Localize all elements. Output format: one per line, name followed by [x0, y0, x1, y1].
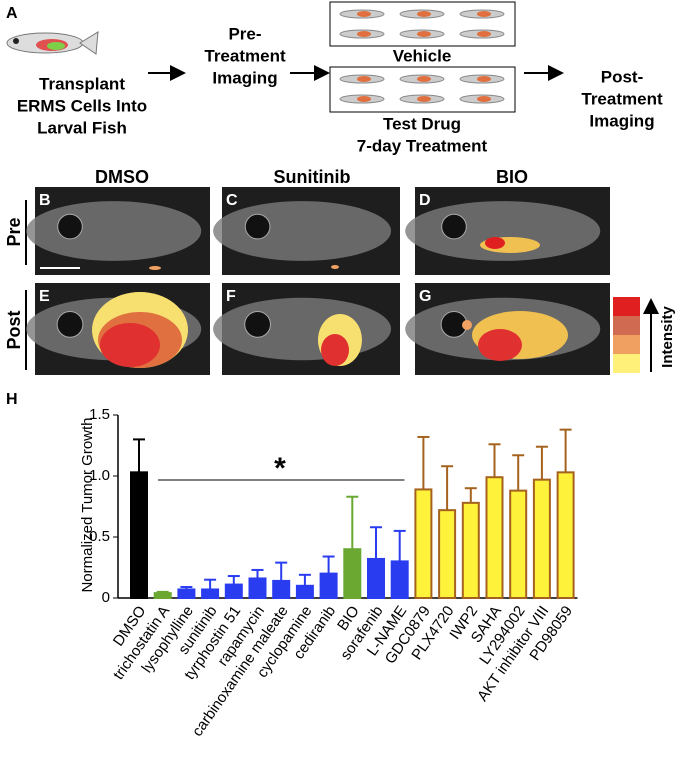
bar — [556, 471, 575, 599]
mini-tumor — [357, 96, 371, 102]
column-header: Sunitinib — [274, 167, 351, 187]
mini-fish — [339, 9, 505, 104]
tumor — [321, 334, 349, 366]
panel-label: B — [39, 192, 51, 209]
bar — [224, 583, 243, 600]
legend-label: Intensity — [659, 306, 676, 368]
mini-tumor — [417, 31, 431, 37]
step-text: Pre- — [228, 24, 261, 43]
y-tick-label: 1.5 — [89, 406, 110, 423]
tumor — [485, 237, 505, 249]
panel-label: H — [6, 391, 18, 408]
tumor — [331, 265, 339, 269]
fish-eye — [56, 311, 84, 338]
bar — [461, 501, 480, 599]
bar — [319, 572, 338, 599]
mini-tumor — [477, 11, 491, 17]
column-header: DMSO — [95, 167, 149, 187]
mini-tumor — [357, 31, 371, 37]
panel-label: A — [6, 5, 18, 22]
bar — [438, 509, 457, 599]
bar — [130, 471, 148, 599]
mini-tumor — [417, 76, 431, 82]
panel-label: C — [226, 192, 238, 209]
bar — [272, 579, 291, 599]
mini-tumor — [357, 76, 371, 82]
mini-tumor — [477, 76, 491, 82]
bar — [153, 592, 172, 599]
tumor — [462, 320, 472, 330]
y-tick-label: 0 — [102, 589, 110, 606]
row-label: Post — [4, 310, 24, 349]
step-text: 7-day Treatment — [357, 136, 488, 155]
fish-icon — [6, 31, 99, 55]
bar — [343, 548, 362, 600]
vehicle-box — [329, 1, 516, 47]
bar — [201, 588, 220, 600]
fish-body — [213, 297, 392, 361]
bar — [390, 560, 409, 600]
mini-tumor — [357, 11, 371, 17]
step-text: Treatment — [581, 89, 663, 108]
step-text: Imaging — [589, 111, 654, 130]
panel-label: E — [39, 288, 50, 305]
fish-eye — [441, 213, 467, 240]
panel-label: G — [419, 288, 431, 305]
step-text: Imaging — [212, 68, 277, 87]
step-text: Larval Fish — [37, 118, 127, 137]
drug-box — [329, 66, 516, 113]
step-text: ERMS Cells Into — [17, 96, 147, 115]
fish-body — [26, 201, 202, 261]
y-tick-label: 0.5 — [89, 528, 110, 545]
bar — [177, 588, 196, 600]
bar — [509, 489, 528, 600]
bar — [414, 488, 433, 600]
column-header: BIO — [496, 167, 528, 187]
bar — [485, 476, 504, 599]
fish-body — [213, 201, 392, 261]
fish-eye — [244, 213, 271, 240]
bar — [532, 478, 551, 599]
panel-label: F — [226, 288, 236, 305]
mini-tumor — [477, 31, 491, 37]
bar — [367, 557, 385, 600]
row-label: Pre — [4, 217, 24, 246]
intensity-legend: Intensity — [613, 297, 676, 373]
step-text: Vehicle — [393, 46, 452, 65]
bar — [248, 577, 267, 599]
step-text: Treatment — [204, 46, 286, 65]
y-axis-label: Normalized Tumor Growth — [79, 417, 96, 592]
significance-star: * — [274, 452, 286, 485]
bar — [295, 584, 314, 599]
y-tick-label: 1.0 — [89, 467, 110, 484]
fish-eye — [57, 213, 83, 240]
tumor — [149, 266, 161, 270]
panel-label: D — [419, 192, 431, 209]
tumor — [100, 323, 160, 367]
step-text: Transplant — [39, 74, 125, 93]
mini-tumor — [417, 11, 431, 17]
step-text: Post- — [601, 67, 644, 86]
step-text: Test Drug — [383, 114, 461, 133]
mini-tumor — [477, 96, 491, 102]
fish-eye — [244, 311, 271, 338]
tumor — [478, 329, 522, 361]
mini-tumor — [417, 96, 431, 102]
